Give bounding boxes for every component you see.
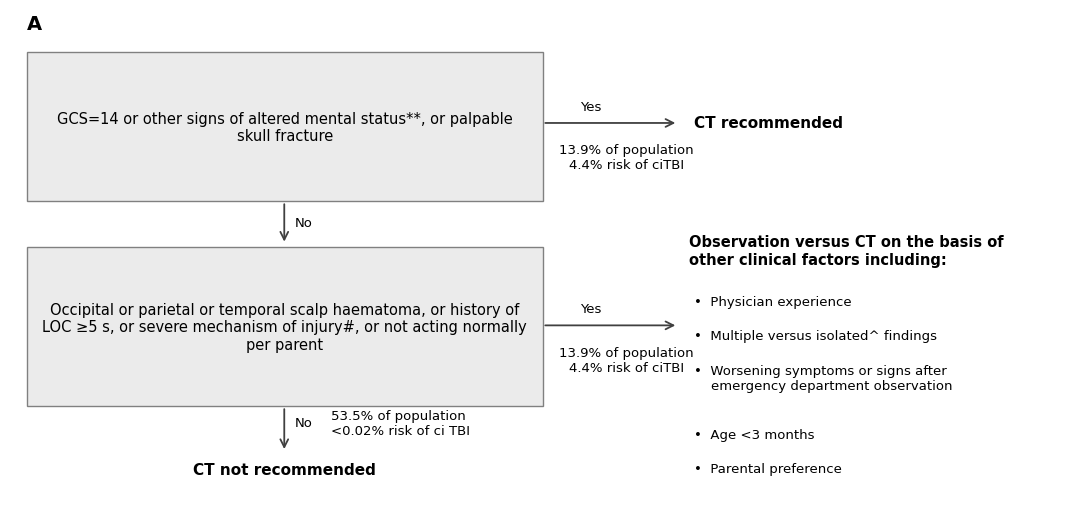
FancyBboxPatch shape (27, 247, 542, 407)
Text: No: No (295, 217, 312, 230)
Text: Yes: Yes (580, 100, 602, 114)
Text: •  Age <3 months: • Age <3 months (694, 428, 815, 441)
Text: A: A (27, 15, 42, 34)
Text: 13.9% of population
4.4% risk of ciTBI: 13.9% of population 4.4% risk of ciTBI (559, 346, 693, 374)
FancyBboxPatch shape (27, 53, 542, 202)
Text: Observation versus CT on the basis of
other clinical factors including:: Observation versus CT on the basis of ot… (689, 235, 1004, 267)
Text: GCS=14 or other signs of altered mental status**, or palpable
skull fracture: GCS=14 or other signs of altered mental … (56, 111, 513, 144)
Text: CT not recommended: CT not recommended (193, 462, 375, 477)
Text: •  Parental preference: • Parental preference (694, 462, 842, 475)
Text: No: No (295, 416, 312, 429)
Text: 13.9% of population
4.4% risk of ciTBI: 13.9% of population 4.4% risk of ciTBI (559, 144, 693, 172)
Text: •  Worsening symptoms or signs after
    emergency department observation: • Worsening symptoms or signs after emer… (694, 364, 953, 392)
Text: CT recommended: CT recommended (694, 116, 843, 131)
Text: Occipital or parietal or temporal scalp haematoma, or history of
LOC ≥5 s, or se: Occipital or parietal or temporal scalp … (42, 302, 527, 352)
Text: •  Physician experience: • Physician experience (694, 295, 852, 309)
Text: 53.5% of population
<0.02% risk of ci TBI: 53.5% of population <0.02% risk of ci TB… (331, 409, 470, 437)
Text: •  Multiple versus isolated^ findings: • Multiple versus isolated^ findings (694, 330, 937, 343)
Text: Yes: Yes (580, 302, 602, 316)
